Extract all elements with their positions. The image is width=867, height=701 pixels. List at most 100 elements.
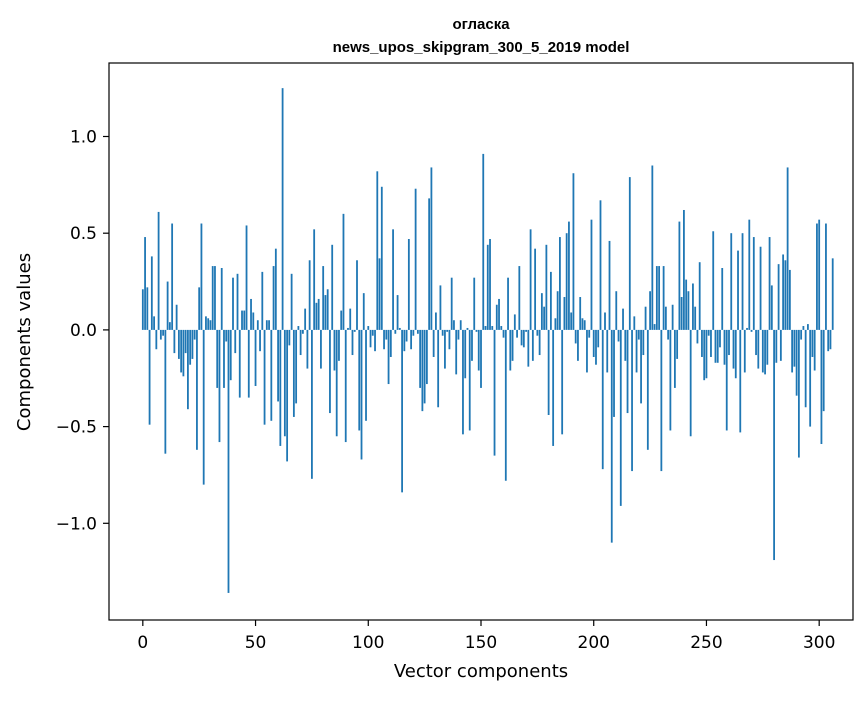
bar xyxy=(464,329,467,379)
bar xyxy=(712,231,715,330)
bar xyxy=(590,219,593,330)
bar xyxy=(202,329,205,485)
bar xyxy=(696,329,699,344)
y-tick-label: 0.5 xyxy=(70,224,97,244)
bar xyxy=(536,329,539,336)
bar xyxy=(425,329,428,385)
y-tick-label: 0.0 xyxy=(70,321,97,341)
bar xyxy=(473,277,476,330)
bar xyxy=(412,329,415,336)
bar xyxy=(394,329,397,334)
bar xyxy=(229,329,232,381)
bar xyxy=(586,329,588,373)
bar xyxy=(416,329,419,334)
bar xyxy=(333,329,336,371)
bar xyxy=(335,329,338,437)
bar xyxy=(171,223,174,330)
bar xyxy=(421,329,424,412)
bar xyxy=(807,324,809,330)
bar xyxy=(671,304,674,330)
bar xyxy=(568,221,570,330)
bar xyxy=(371,329,374,336)
bar xyxy=(631,329,633,472)
bar xyxy=(816,223,818,330)
bar xyxy=(730,233,733,330)
bar xyxy=(768,237,771,330)
bar xyxy=(538,329,541,356)
bar xyxy=(559,237,561,330)
bar xyxy=(419,329,422,388)
bar xyxy=(347,327,349,330)
bar xyxy=(428,198,431,330)
bar xyxy=(378,258,381,330)
bar xyxy=(365,329,367,421)
bar xyxy=(732,329,735,369)
x-axis-ticks: 0 50 100 150 200 250 300 xyxy=(137,620,835,653)
bar xyxy=(601,329,604,470)
bar xyxy=(439,285,442,330)
bar xyxy=(577,329,579,361)
bar xyxy=(644,306,647,330)
bar xyxy=(301,329,304,334)
bar xyxy=(482,153,485,330)
bar xyxy=(615,291,618,330)
bar xyxy=(604,312,606,330)
x-tick-label: 100 xyxy=(352,633,384,653)
bar xyxy=(825,223,827,330)
bar xyxy=(804,329,807,408)
bar xyxy=(572,173,575,330)
bar xyxy=(797,329,800,458)
bar xyxy=(570,312,573,330)
bar xyxy=(157,211,160,330)
bar xyxy=(669,329,672,431)
bar xyxy=(376,171,379,330)
bar xyxy=(581,318,584,330)
bar xyxy=(322,266,325,330)
bar xyxy=(238,329,241,398)
bar xyxy=(743,329,746,373)
bar xyxy=(606,329,609,373)
x-tick-label: 200 xyxy=(578,633,610,653)
bar xyxy=(250,298,252,330)
bar xyxy=(579,297,582,330)
bar xyxy=(583,320,586,330)
bar xyxy=(254,329,257,386)
bar xyxy=(193,329,196,340)
bar xyxy=(263,329,266,425)
x-tick-label: 250 xyxy=(690,633,722,653)
bar xyxy=(331,244,334,330)
bar xyxy=(414,188,417,330)
bar xyxy=(430,167,433,330)
y-tick-label: −0.5 xyxy=(56,418,97,438)
bar xyxy=(649,291,651,330)
bar xyxy=(527,329,530,367)
bar xyxy=(495,304,498,330)
bar xyxy=(283,329,286,437)
bar xyxy=(403,329,406,352)
bar xyxy=(737,250,739,330)
bar xyxy=(200,223,203,330)
bar xyxy=(687,291,690,330)
bar xyxy=(306,329,309,369)
bar xyxy=(667,329,670,340)
bar xyxy=(764,329,766,375)
bar xyxy=(450,277,453,330)
bar xyxy=(315,302,318,330)
bar xyxy=(540,293,543,330)
bar xyxy=(196,329,198,450)
bar xyxy=(685,279,688,330)
bar xyxy=(507,277,509,330)
bar xyxy=(272,266,275,330)
bar xyxy=(189,329,192,365)
bar xyxy=(177,329,180,359)
bar xyxy=(455,329,458,375)
bar xyxy=(446,329,449,332)
bar xyxy=(435,312,437,330)
bar xyxy=(549,271,552,330)
bar xyxy=(207,318,210,330)
bar xyxy=(175,304,178,330)
bar xyxy=(304,308,307,330)
bar xyxy=(270,329,273,421)
bar xyxy=(757,329,760,369)
bar xyxy=(561,329,564,435)
